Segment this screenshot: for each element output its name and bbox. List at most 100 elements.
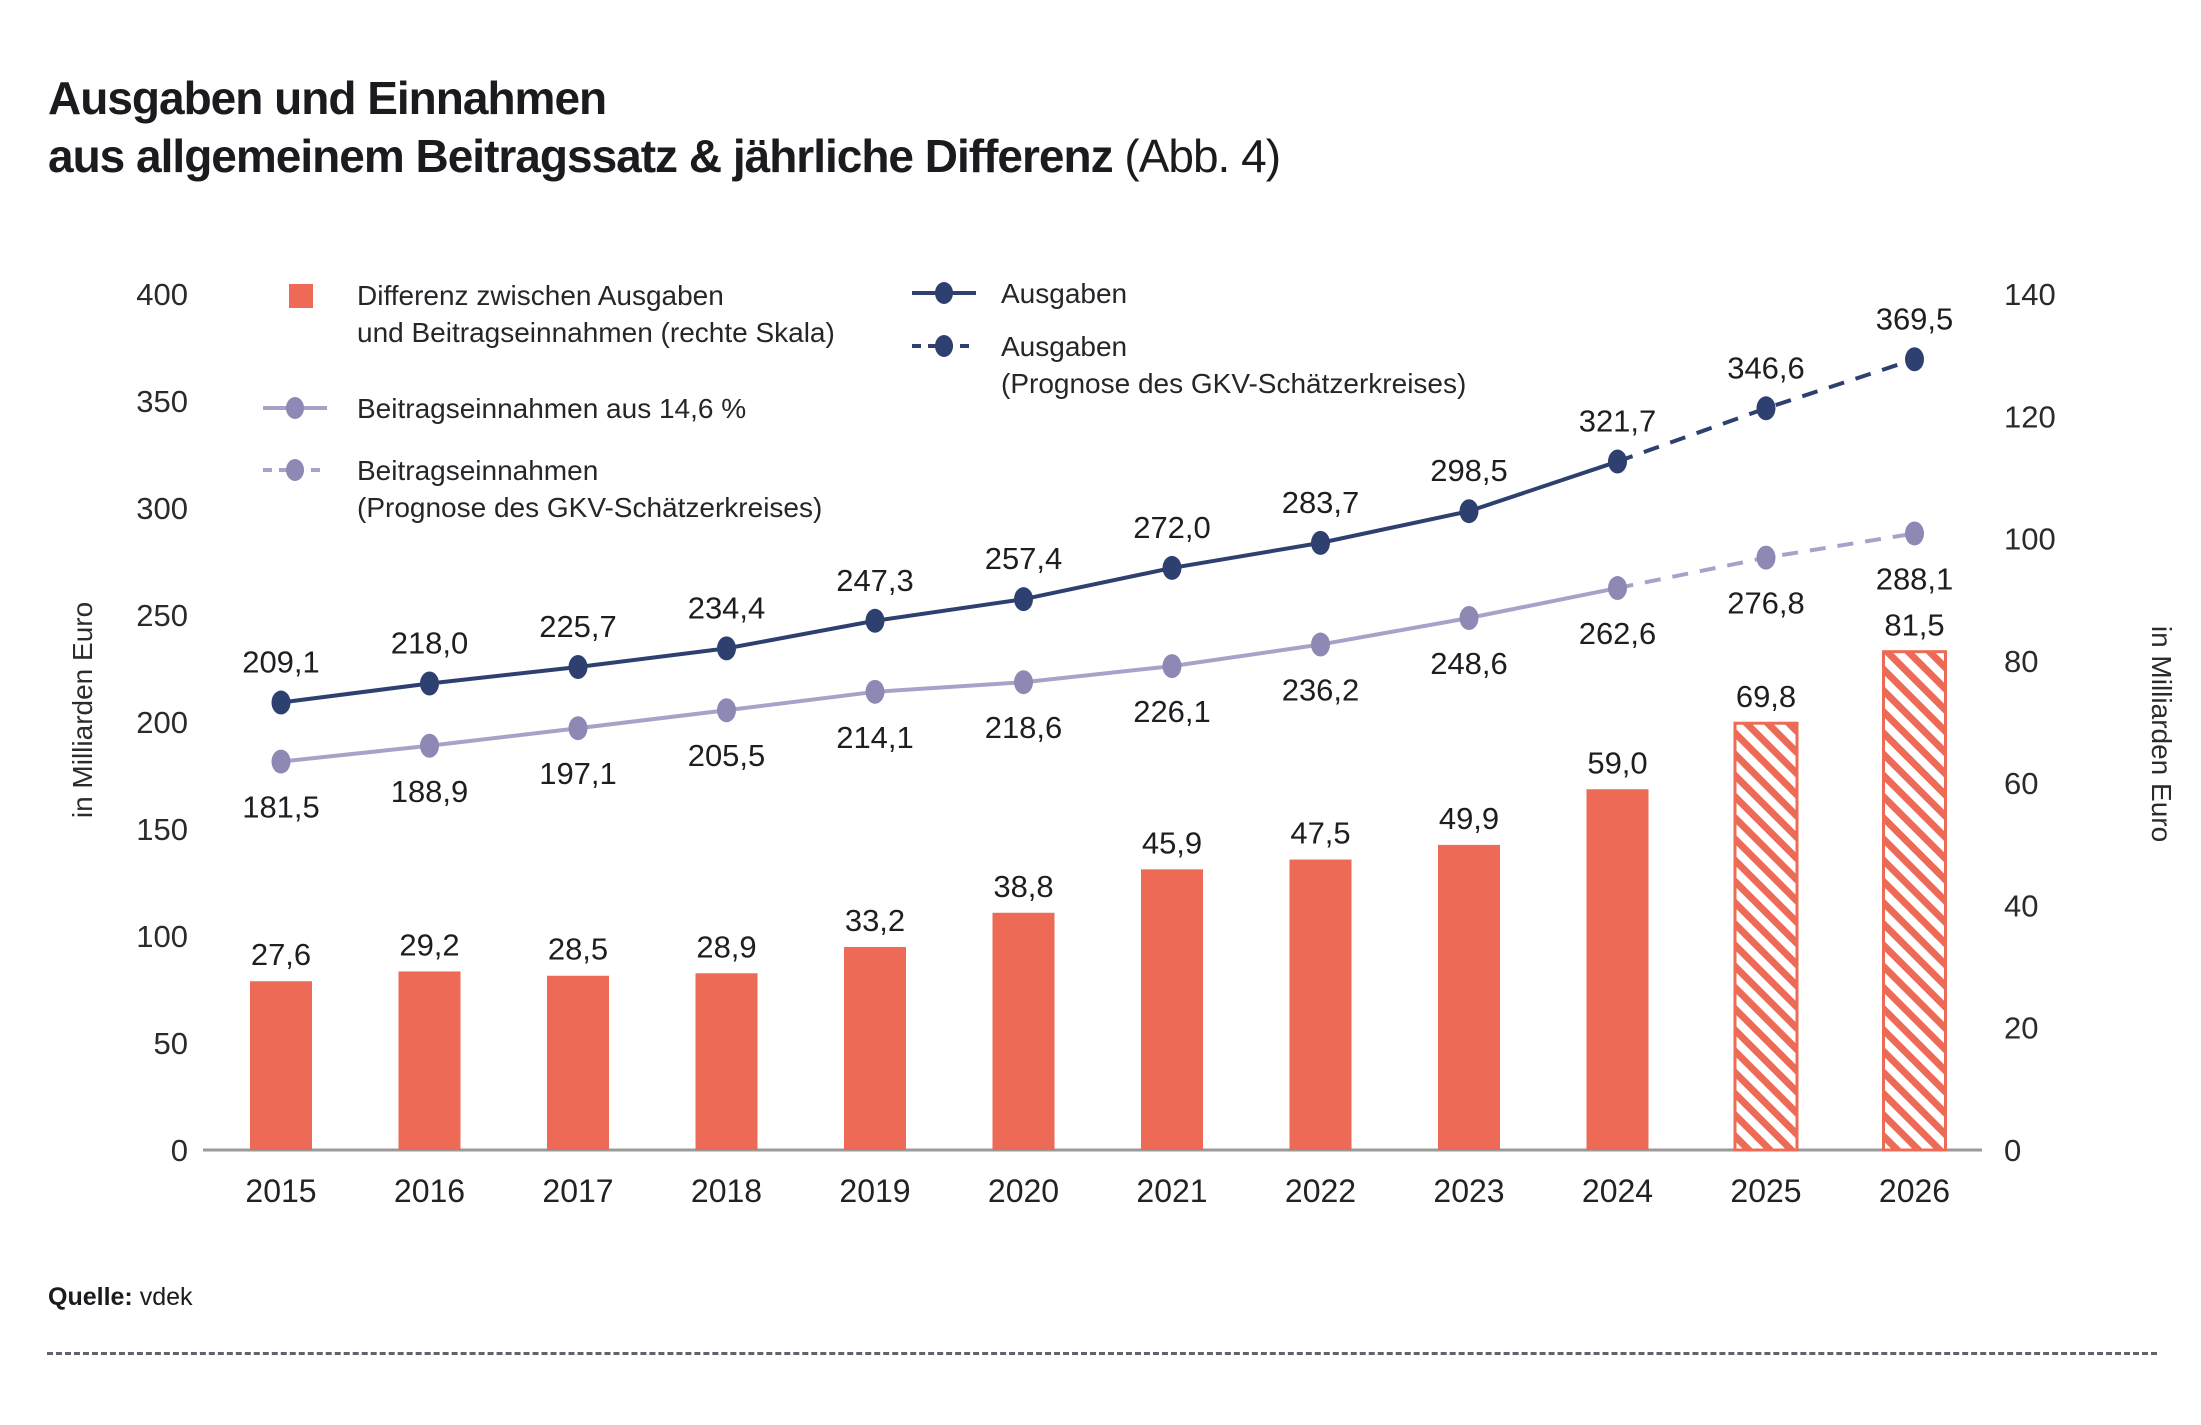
- source-note: Quelle: vdek: [48, 1283, 193, 1312]
- legend-label-einnahmen-prognose-line2: (Prognose des GKV-Schätzerkreises): [357, 492, 823, 523]
- bar-2021: [1141, 869, 1203, 1150]
- year-label-2022: 2022: [1285, 1173, 1356, 1209]
- beitragseinnahmen-point-2021: [1162, 654, 1182, 679]
- beitragseinnahmen-point-2017: [568, 716, 588, 741]
- legend-label-einnahmen-prognose-line1: Beitragseinnahmen: [357, 455, 599, 486]
- beitragseinnahmen-label-2025: 276,8: [1727, 586, 1805, 621]
- bar-2026: [1882, 650, 1947, 1152]
- legend-label-ausgaben-prognose-line2: (Prognose des GKV-Schätzerkreises): [1001, 368, 1467, 399]
- left-axis-tick-0: 0: [171, 1133, 188, 1168]
- legend-label-ausgaben-text: Ausgaben: [1001, 278, 1128, 309]
- beitragseinnahmen-label-2022: 236,2: [1282, 673, 1360, 708]
- bar-2016: [398, 971, 461, 1150]
- legend-label-ausgaben-prognose: Ausgaben (Prognose des GKV-Schätzerkreis…: [1001, 328, 1466, 402]
- line-series-beitragseinnahmen: 181,5 188,9 197,1 205,5 214,1 218,6 226,1 236,2…: [242, 521, 1954, 825]
- beitragseinnahmen-label-2024: 262,6: [1579, 616, 1657, 651]
- legend-label-difference: Differenz zwischen Ausgaben und Beitrags…: [357, 277, 835, 351]
- beitragseinnahmen-point-2023: [1459, 605, 1479, 630]
- ausgaben-point-2025: [1756, 396, 1776, 421]
- bottom-dashed-divider: [47, 1352, 2157, 1355]
- legend-line-ausgaben-icon: [912, 282, 976, 304]
- line-series-ausgaben: 209,1 218,0 225,7 234,4 247,3 257,4 272,0 283,7…: [242, 301, 1953, 715]
- beitragseinnahmen-label-2016: 188,9: [391, 774, 469, 809]
- beitragseinnahmen-label-2018: 205,5: [688, 738, 766, 773]
- ausgaben-label-2016: 218,0: [391, 625, 469, 660]
- legend-label-difference-line1: Differenz zwischen Ausgaben: [357, 280, 724, 311]
- legend-label-ausgaben: Ausgaben: [1001, 275, 1127, 312]
- beitragseinnahmen-point-2018: [717, 698, 736, 723]
- legend-label-difference-line2: und Beitragseinnahmen (rechte Skala): [357, 317, 835, 348]
- left-axis-tick-300: 300: [136, 491, 188, 526]
- left-axis-tick-250: 250: [136, 598, 188, 633]
- left-axis-tick-50: 50: [154, 1026, 188, 1061]
- ausgaben-point-2015: [271, 690, 291, 715]
- right-axis-tick-140: 140: [2004, 277, 2056, 312]
- bar-2015: [250, 981, 312, 1150]
- ausgaben-label-2021: 272,0: [1133, 510, 1211, 545]
- legend-dashed-line-einnahmen-prognose-icon: [263, 459, 327, 481]
- left-axis-title: in Milliarden Euro: [67, 602, 98, 818]
- right-axis-tick-100: 100: [2004, 522, 2056, 557]
- beitragseinnahmen-point-2015: [271, 749, 291, 774]
- chart-title-abb: (Abb. 4): [1112, 129, 1281, 182]
- right-axis-tick-60: 60: [2004, 766, 2038, 801]
- bar-label-2019: 33,2: [845, 903, 905, 938]
- chart-title: Ausgaben und Einnahmen aus allgemeinem Be…: [48, 69, 1281, 185]
- beitragseinnahmen-label-2023: 248,6: [1430, 646, 1508, 681]
- left-axis-tick-150: 150: [136, 812, 188, 847]
- legend-swatch-difference-icon: [289, 284, 313, 308]
- bar-2022: [1289, 859, 1352, 1150]
- year-label-2026: 2026: [1879, 1173, 1950, 1209]
- ausgaben-label-2019: 247,3: [836, 563, 914, 598]
- ausgaben-point-2019: [865, 608, 885, 633]
- ausgaben-label-2020: 257,4: [985, 541, 1063, 576]
- ausgaben-line-prognose-dashed: [1616, 357, 1916, 464]
- beitragseinnahmen-line-solid: [280, 586, 1618, 764]
- bar-label-2021: 45,9: [1142, 825, 1202, 860]
- year-label-2025: 2025: [1730, 1173, 1801, 1209]
- ausgaben-label-2023: 298,5: [1430, 453, 1508, 488]
- ausgaben-point-2018: [717, 636, 736, 661]
- legend-label-ausgaben-prognose-line1: Ausgaben: [1001, 331, 1128, 362]
- source-value: vdek: [139, 1283, 193, 1311]
- beitragseinnahmen-point-2026: [1905, 521, 1924, 546]
- bar-label-2020: 38,8: [993, 869, 1053, 904]
- bar-2020: [992, 912, 1055, 1150]
- bar-label-2017: 28,5: [548, 932, 608, 967]
- beitragseinnahmen-point-2016: [420, 733, 439, 758]
- bar-label-2023: 49,9: [1439, 801, 1499, 836]
- year-label-2023: 2023: [1433, 1173, 1504, 1209]
- bar-label-2016: 29,2: [399, 927, 459, 962]
- right-axis-tick-80: 80: [2004, 644, 2038, 679]
- beitragseinnahmen-point-2020: [1014, 670, 1033, 695]
- year-label-2015: 2015: [245, 1173, 316, 1209]
- beitragseinnahmen-label-2026: 288,1: [1876, 561, 1954, 596]
- year-label-2021: 2021: [1136, 1173, 1207, 1209]
- left-axis-tick-100: 100: [136, 919, 188, 954]
- ausgaben-point-2026: [1905, 347, 1924, 372]
- chart-title-line2-bold: aus allgemeinem Beitragssatz & jährliche…: [48, 129, 1114, 182]
- bar-label-2025: 69,8: [1736, 679, 1796, 714]
- legend-line-einnahmen-icon: [263, 397, 327, 419]
- year-label-2019: 2019: [839, 1173, 910, 1209]
- ausgaben-label-2017: 225,7: [539, 609, 617, 644]
- right-axis-title: in Milliarden Euro: [2146, 626, 2177, 842]
- ausgaben-point-2016: [420, 671, 439, 696]
- ausgaben-point-2024: [1608, 449, 1627, 474]
- beitragseinnahmen-label-2020: 218,6: [985, 710, 1063, 745]
- beitragseinnahmen-label-2017: 197,1: [539, 756, 617, 791]
- year-label-2017: 2017: [542, 1173, 613, 1209]
- chart-title-line1: Ausgaben und Einnahmen: [48, 71, 607, 124]
- ausgaben-point-2017: [568, 655, 588, 680]
- ausgaben-label-2025: 346,6: [1727, 350, 1805, 385]
- bar-2023: [1438, 844, 1500, 1150]
- bar-label-2024: 59,0: [1587, 745, 1647, 780]
- bar-2017: [547, 975, 609, 1150]
- beitragseinnahmen-point-2019: [865, 679, 885, 704]
- bar-label-2026: 81,5: [1884, 608, 1944, 643]
- right-axis-tick-40: 40: [2004, 888, 2038, 923]
- ausgaben-line-solid: [280, 459, 1619, 705]
- year-label-2016: 2016: [394, 1173, 465, 1209]
- ausgaben-label-2022: 283,7: [1282, 485, 1360, 520]
- beitragseinnahmen-point-2022: [1311, 632, 1330, 657]
